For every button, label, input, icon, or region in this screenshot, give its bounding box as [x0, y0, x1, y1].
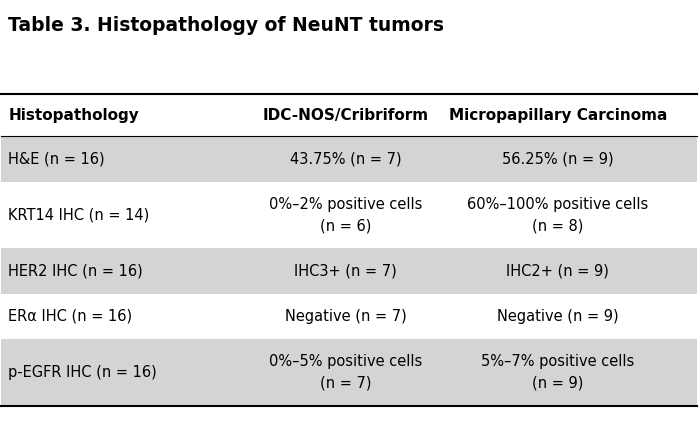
- Bar: [1, 339, 697, 406]
- Text: H&E (n = 16): H&E (n = 16): [8, 151, 105, 167]
- Text: IDC-NOS/Cribriform: IDC-NOS/Cribriform: [263, 108, 428, 123]
- Text: Table 3. Histopathology of NeuNT tumors: Table 3. Histopathology of NeuNT tumors: [8, 16, 445, 36]
- Text: Histopathology: Histopathology: [8, 108, 139, 123]
- Text: Micropapillary Carcinoma: Micropapillary Carcinoma: [449, 108, 667, 123]
- Text: ERα IHC (n = 16): ERα IHC (n = 16): [8, 309, 133, 324]
- Bar: [1, 136, 697, 182]
- Text: p-EGFR IHC (n = 16): p-EGFR IHC (n = 16): [8, 365, 157, 380]
- Text: 5%–7% positive cells: 5%–7% positive cells: [481, 354, 634, 369]
- Text: HER2 IHC (n = 16): HER2 IHC (n = 16): [8, 263, 143, 279]
- Text: (n = 7): (n = 7): [320, 376, 371, 391]
- Text: 56.25% (n = 9): 56.25% (n = 9): [502, 151, 614, 167]
- Text: 0%–2% positive cells: 0%–2% positive cells: [269, 197, 422, 212]
- Text: 0%–5% positive cells: 0%–5% positive cells: [269, 354, 422, 369]
- Text: 43.75% (n = 7): 43.75% (n = 7): [290, 151, 401, 167]
- Text: KRT14 IHC (n = 14): KRT14 IHC (n = 14): [8, 207, 150, 223]
- Text: (n = 8): (n = 8): [532, 218, 584, 233]
- Text: (n = 6): (n = 6): [320, 218, 371, 233]
- Text: Negative (n = 7): Negative (n = 7): [284, 309, 407, 324]
- Bar: [1, 249, 697, 294]
- Text: 60%–100% positive cells: 60%–100% positive cells: [467, 197, 648, 212]
- Text: (n = 9): (n = 9): [532, 376, 584, 391]
- Text: IHC2+ (n = 9): IHC2+ (n = 9): [506, 263, 609, 279]
- Text: IHC3+ (n = 7): IHC3+ (n = 7): [294, 263, 397, 279]
- Text: Negative (n = 9): Negative (n = 9): [497, 309, 619, 324]
